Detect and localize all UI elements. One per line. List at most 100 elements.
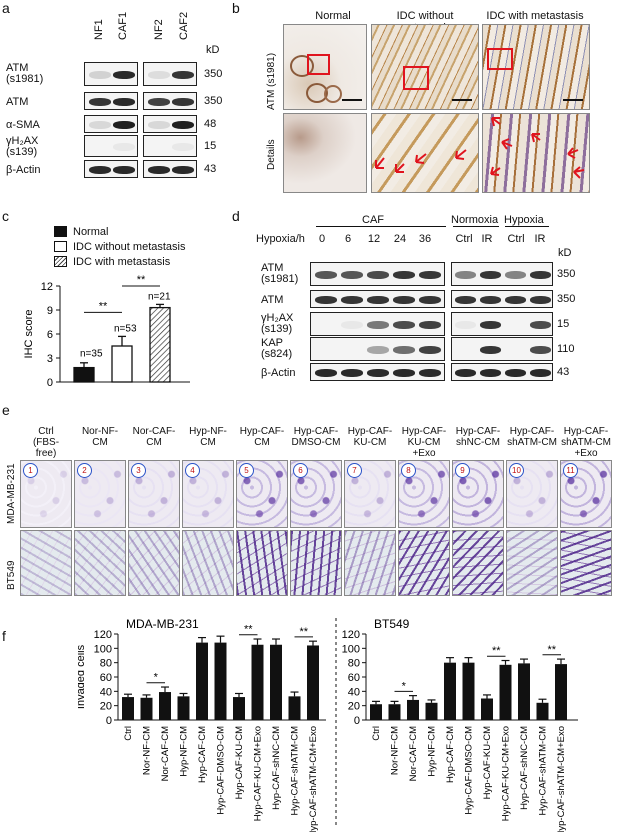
blot-strip-right: [143, 160, 197, 178]
column-label: Hyp-CAF-: [455, 426, 501, 437]
bar-hyp-caf-dmso-cm: [214, 642, 227, 720]
blot-band: [419, 369, 441, 377]
x-tick-label: Hyp-CAF-KU-CM+Exo: [253, 726, 264, 821]
blot-strip-right: [143, 115, 197, 133]
blot-strip-caf: [310, 262, 445, 286]
column-label: Hyp-CAF-: [509, 426, 555, 437]
row-label: β-Actin: [261, 367, 296, 379]
column-label: KU-CM: [407, 437, 441, 448]
column-label: Hyp-CAF-: [347, 426, 393, 437]
sig-label: **: [547, 644, 556, 656]
column-label: shATM-CM: [507, 437, 557, 448]
well-number: 2: [77, 463, 92, 478]
blot-band: [393, 271, 415, 279]
invasion-image-bt549-6: [290, 530, 342, 596]
sig-label: **: [137, 274, 146, 286]
invasion-image-bt549-5: [236, 530, 288, 596]
column-label: (FBS-: [32, 437, 60, 448]
row-label-sub: (s824): [261, 348, 293, 360]
zoom-box-idc-without: [403, 66, 429, 90]
well-number: 10: [509, 463, 524, 478]
blot-band: [419, 296, 441, 304]
y-tick-label: 20: [348, 701, 360, 713]
blot-strip-control: [451, 337, 553, 361]
x-tick-label: Ctrl: [371, 726, 382, 741]
bar-hyp-caf-shnc-cm: [518, 663, 530, 720]
x-tick-label: Hyp-CAF-CM: [445, 726, 456, 783]
bar-hyp-caf-shatm-cm+exo: [307, 645, 319, 720]
y-axis-label: IHC score: [23, 310, 35, 359]
blot-band: [367, 271, 389, 279]
kd-value: 43: [204, 163, 217, 175]
y-tick-label: 9: [47, 305, 53, 317]
blot-band: [172, 98, 194, 106]
panel-f-label: f: [2, 628, 6, 644]
y-tick-label: 0: [47, 377, 53, 389]
row-label: KAP: [261, 337, 284, 349]
bar-ctrl: [122, 697, 134, 720]
kd-value: 43: [557, 366, 570, 378]
blot-band: [530, 296, 551, 304]
blot-strip-right: [143, 92, 197, 110]
invasion-image-mda-11: 11: [560, 460, 612, 528]
blot-band: [315, 296, 337, 304]
bar-nor-nf-cm: [388, 704, 401, 720]
zoom-box-normal: [307, 54, 330, 75]
x-tick-label: Hyp-CAF-shATM-CM: [538, 726, 549, 816]
column-label: CM: [146, 437, 162, 448]
blot-strip-caf: [310, 290, 445, 308]
scale-bar-idc-without: [452, 99, 472, 101]
y-tick-label: 80: [348, 658, 360, 670]
blot-band: [148, 98, 170, 106]
y-tick-label: 40: [100, 686, 112, 698]
time-label: 36: [418, 233, 432, 245]
invasion-image-mda-5: 5: [236, 460, 288, 528]
invasion-image-bt549-1: [20, 530, 72, 596]
hypoxia-line: [505, 226, 549, 227]
blot-band: [530, 321, 551, 329]
sig-label: **: [244, 624, 253, 636]
blot-band: [148, 166, 170, 174]
blot-band: [341, 369, 363, 377]
y-tick-label: 80: [100, 658, 112, 670]
bar-hyp-caf-cm: [196, 642, 208, 720]
kd-value: 110: [557, 343, 575, 355]
sig-label: **: [492, 645, 501, 657]
blot-band: [455, 369, 476, 377]
bar-hyp-caf-dmso-cm: [462, 662, 475, 720]
x-tick-label: Hyp-CAF-shNC-CM: [519, 726, 530, 810]
blot-strip-control: [451, 312, 553, 336]
x-tick-label: Hyp-CAF-shNC-CM: [271, 726, 282, 810]
chart-title: MDA-MB-231: [126, 617, 199, 631]
blot-band: [89, 98, 111, 106]
blot-band: [172, 121, 194, 129]
y-tick-label: 6: [47, 329, 53, 341]
blot-band: [89, 71, 111, 79]
x-tick-label: Hyp-CAF-CM: [197, 726, 208, 783]
x-tick-label: Hyp-NF-CM: [427, 726, 438, 777]
well-number: 8: [401, 463, 416, 478]
panel-e-row-mda: MDA-MB-231: [6, 463, 17, 524]
n-label: n=53: [114, 324, 137, 335]
x-tick-label: Hyp-CAF-shATM-CM+Exo: [308, 726, 319, 832]
ihc-normal-overview: [283, 24, 367, 110]
bar-hyp-caf-shnc-cm: [270, 644, 282, 720]
row-label: β-Actin: [6, 164, 41, 176]
blot-band: [419, 271, 441, 279]
column-label: free): [35, 448, 57, 459]
bar-hyp-caf-ku-cm+exo: [251, 644, 264, 720]
blot-strip-right: [143, 135, 197, 157]
panel-a-label: a: [2, 0, 10, 16]
well-number: 7: [347, 463, 362, 478]
panel-b-col-normal: Normal: [315, 10, 351, 22]
caf-header: CAF: [362, 214, 384, 226]
well-number: 3: [131, 463, 146, 478]
invasion-image-bt549-3: [128, 530, 180, 596]
panel-e-row-bt549: BT549: [6, 560, 17, 590]
column-label: Nor-NF-: [81, 426, 119, 437]
bar-ctrl: [370, 704, 382, 720]
row-label: α-SMA: [6, 119, 40, 131]
lane-label: Ctrl: [455, 233, 473, 245]
row-label-sub: (s139): [6, 146, 38, 158]
legend-idc-with: IDC with metastasis: [73, 256, 171, 268]
